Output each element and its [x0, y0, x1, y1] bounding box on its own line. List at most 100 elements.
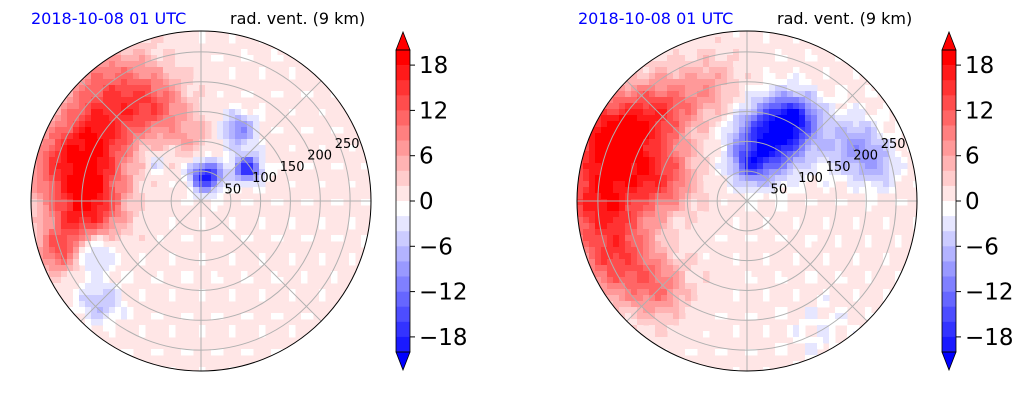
field-cell	[127, 181, 134, 188]
field-cell	[229, 205, 236, 212]
field-cell	[613, 241, 620, 248]
field-cell	[187, 73, 194, 80]
field-cell	[109, 127, 116, 134]
field-cell	[853, 253, 860, 260]
field-cell	[199, 55, 206, 62]
field-cell	[595, 163, 602, 170]
field-cell	[133, 115, 140, 122]
field-cell	[43, 133, 50, 140]
field-cell	[103, 67, 110, 74]
field-cell	[91, 283, 98, 290]
field-cell	[757, 169, 764, 176]
field-cell	[169, 289, 176, 296]
field-cell	[799, 169, 806, 176]
field-cell	[55, 133, 62, 140]
field-cell	[349, 271, 356, 278]
field-cell	[349, 127, 356, 134]
field-cell	[667, 235, 674, 242]
field-cell	[721, 295, 728, 302]
field-cell	[307, 199, 314, 206]
field-cell	[793, 145, 800, 152]
field-cell	[601, 151, 608, 158]
field-cell	[169, 307, 176, 314]
field-cell	[61, 175, 68, 182]
field-cell	[637, 103, 644, 110]
field-cell	[199, 163, 206, 170]
field-cell	[139, 235, 146, 242]
field-cell	[643, 271, 650, 278]
field-cell	[217, 187, 224, 194]
field-cell	[241, 145, 248, 152]
field-cell	[259, 109, 266, 116]
field-cell	[727, 151, 734, 158]
field-cell	[727, 49, 734, 56]
field-cell	[613, 253, 620, 260]
field-cell	[157, 289, 164, 296]
field-cell	[115, 103, 122, 110]
field-cell	[205, 127, 212, 134]
field-cell	[667, 109, 674, 116]
field-cell	[85, 97, 92, 104]
field-cell	[781, 103, 788, 110]
field-cell	[661, 73, 668, 80]
field-cell	[745, 37, 752, 44]
field-cell	[823, 97, 830, 104]
field-cell	[805, 349, 812, 356]
field-cell	[151, 37, 158, 44]
field-cell	[619, 109, 626, 116]
field-cell	[787, 139, 794, 146]
field-cell	[349, 145, 356, 152]
field-cell	[817, 337, 824, 344]
field-cell	[841, 217, 848, 224]
field-cell	[169, 67, 176, 74]
field-cell	[805, 277, 812, 284]
field-cell	[889, 139, 896, 146]
field-cell	[139, 199, 146, 206]
field-cell	[625, 265, 632, 272]
field-cell	[793, 133, 800, 140]
field-cell	[691, 325, 698, 332]
field-cell	[829, 313, 836, 320]
field-cell	[181, 151, 188, 158]
field-cell	[265, 163, 272, 170]
field-cell	[619, 283, 626, 290]
field-cell	[169, 43, 176, 50]
field-cell	[229, 145, 236, 152]
field-cell	[763, 79, 770, 86]
field-cell	[829, 157, 836, 164]
field-cell	[853, 325, 860, 332]
field-cell	[601, 145, 608, 152]
field-cell	[613, 301, 620, 308]
field-cell	[661, 313, 668, 320]
field-cell	[835, 175, 842, 182]
field-cell	[85, 145, 92, 152]
field-cell	[139, 259, 146, 266]
field-cell	[613, 151, 620, 158]
field-cell	[643, 157, 650, 164]
field-cell	[715, 91, 722, 98]
field-cell	[55, 229, 62, 236]
field-cell	[781, 109, 788, 116]
field-cell	[889, 169, 896, 176]
field-cell	[139, 307, 146, 314]
field-cell	[865, 133, 872, 140]
field-cell	[121, 91, 128, 98]
field-cell	[247, 55, 254, 62]
field-cell	[619, 103, 626, 110]
field-cell	[157, 139, 164, 146]
field-cell	[811, 103, 818, 110]
field-cell	[619, 199, 626, 206]
field-cell	[223, 187, 230, 194]
field-cell	[79, 181, 86, 188]
field-cell	[187, 235, 194, 242]
field-cell	[85, 73, 92, 80]
field-cell	[655, 169, 662, 176]
field-cell	[115, 79, 122, 86]
field-cell	[157, 235, 164, 242]
field-cell	[697, 277, 704, 284]
field-cell	[145, 205, 152, 212]
field-cell	[157, 145, 164, 152]
field-cell	[73, 85, 80, 92]
field-cell	[157, 127, 164, 134]
field-cell	[871, 139, 878, 146]
